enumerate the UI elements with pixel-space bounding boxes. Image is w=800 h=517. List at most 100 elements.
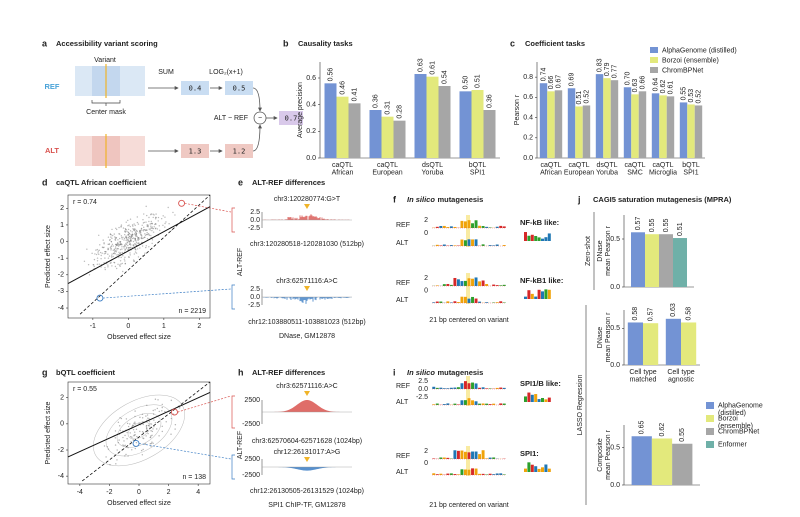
bar [631, 232, 645, 287]
point [135, 230, 137, 232]
value-label: 0.54 [441, 70, 448, 84]
logo-letter [435, 301, 439, 303]
y-tick-label: 0.4 [523, 114, 533, 121]
point [139, 416, 141, 419]
point [151, 430, 154, 433]
point [133, 253, 136, 255]
logo-letter [453, 403, 457, 405]
x-tick-label: Cell type agnostic [667, 369, 694, 384]
point [126, 237, 128, 239]
point [132, 439, 134, 441]
point [156, 407, 159, 410]
point [88, 274, 91, 276]
point [139, 230, 142, 232]
point [126, 431, 128, 434]
point [130, 239, 132, 241]
logo-letter [485, 474, 489, 475]
point [132, 228, 134, 230]
x-tick-label: 0 [126, 323, 130, 330]
point [124, 245, 126, 247]
bar [681, 322, 697, 365]
legend-swatch [650, 57, 658, 63]
value-label: 0.55 [663, 218, 670, 232]
track-tick-label: 0.0 [250, 294, 260, 301]
logo-letter [471, 382, 474, 389]
motif-letter [527, 392, 531, 402]
point [110, 262, 112, 264]
alt-label: ALT [396, 297, 409, 304]
point [133, 230, 136, 232]
motif-logo [524, 462, 551, 472]
bar [651, 93, 660, 158]
point [146, 233, 148, 236]
logo-letter [442, 388, 446, 389]
point [145, 425, 148, 427]
point [115, 237, 117, 239]
logo-letter [446, 283, 450, 286]
logo-tick-label: 2 [424, 275, 428, 282]
point [107, 266, 109, 268]
point [130, 235, 133, 238]
value-text: 0.5 [233, 85, 246, 93]
density-contour [105, 404, 173, 457]
point [145, 246, 147, 249]
point [127, 234, 129, 236]
point [151, 226, 153, 228]
logo-letter [446, 403, 450, 405]
x-tick-label: dsQTL Yoruba [422, 162, 444, 177]
point [150, 222, 153, 225]
bar [483, 110, 496, 158]
point [162, 215, 164, 217]
point [135, 235, 137, 238]
point [152, 231, 155, 233]
track-tick-label: 0.0 [250, 217, 260, 224]
legend-swatch [706, 428, 714, 435]
point [140, 449, 143, 452]
logo-letter [456, 474, 460, 475]
point [140, 237, 142, 239]
y-tick-label: 0 [60, 238, 64, 245]
point [114, 243, 117, 246]
logo-letter [464, 469, 467, 475]
logo-tick-label: 0 [424, 460, 428, 467]
point [115, 236, 118, 239]
legend-label: AlphaGenome (distilled) [662, 47, 737, 54]
point [119, 248, 122, 251]
point [100, 258, 102, 260]
value-label: 0.51 [474, 74, 481, 88]
logo-letter [492, 457, 496, 459]
point [115, 251, 117, 253]
point [150, 445, 152, 448]
point [134, 247, 136, 250]
logo-letter [492, 245, 496, 246]
point [170, 229, 173, 232]
logo-letter [485, 302, 489, 303]
point [145, 245, 148, 247]
logo-letter [495, 226, 499, 228]
panel-title: CAGI5 saturation mutagenesis (MPRA) [593, 195, 732, 204]
point [143, 228, 146, 231]
logo-letter [467, 383, 471, 389]
point [86, 248, 88, 250]
logo-letter [492, 403, 496, 405]
point [148, 425, 150, 427]
bar [369, 110, 382, 158]
point [170, 433, 172, 435]
logo-letter [449, 302, 453, 303]
plot-frame [67, 381, 211, 485]
point [144, 443, 146, 445]
highlight-point [178, 199, 186, 207]
point [128, 241, 131, 243]
logo-letter [464, 221, 467, 228]
bar [554, 90, 563, 158]
point [117, 244, 119, 247]
point [151, 434, 153, 437]
logo-letter [446, 473, 450, 475]
logo-tick-label: 0 [424, 230, 428, 237]
bar [631, 94, 639, 158]
logo-letter [460, 296, 464, 303]
point [138, 422, 140, 425]
point [146, 224, 148, 226]
logo-letter [481, 280, 485, 286]
point [135, 240, 137, 242]
